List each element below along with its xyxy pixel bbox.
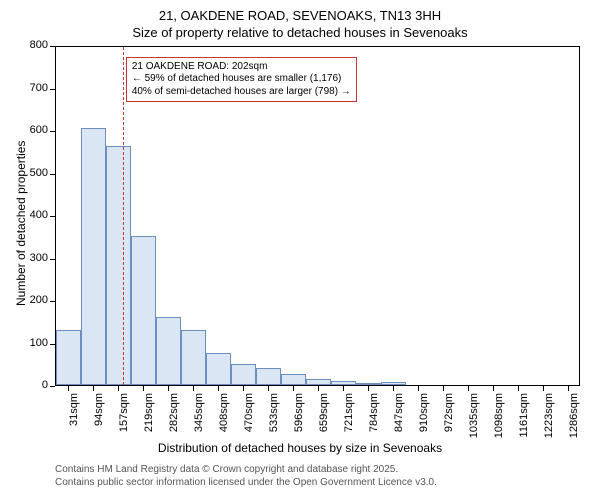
x-tick-mark: [568, 386, 569, 391]
y-tick-label: 600: [30, 124, 48, 136]
x-tick-label: 219sqm: [143, 393, 155, 443]
x-tick-label: 972sqm: [443, 393, 455, 443]
x-tick-label: 847sqm: [393, 393, 405, 443]
y-tick-mark: [50, 386, 55, 387]
y-tick-label: 0: [42, 379, 48, 391]
x-tick-mark: [393, 386, 394, 391]
histogram-bar: [231, 364, 256, 385]
chart-container: 21, OAKDENE ROAD, SEVENOAKS, TN13 3HH Si…: [0, 0, 600, 500]
x-tick-mark: [518, 386, 519, 391]
x-tick-mark: [418, 386, 419, 391]
y-tick-mark: [50, 131, 55, 132]
y-tick-mark: [50, 46, 55, 47]
x-tick-mark: [543, 386, 544, 391]
x-tick-mark: [493, 386, 494, 391]
x-tick-label: 910sqm: [418, 393, 430, 443]
chart-subtitle: Size of property relative to detached ho…: [0, 23, 600, 40]
y-axis-label: Number of detached properties: [14, 141, 28, 306]
histogram-bar: [56, 330, 81, 385]
histogram-bar: [381, 382, 406, 385]
histogram-bar: [256, 368, 281, 385]
x-tick-mark: [343, 386, 344, 391]
footer-line-1: Contains HM Land Registry data © Crown c…: [55, 463, 437, 476]
x-tick-mark: [293, 386, 294, 391]
histogram-bar: [81, 128, 106, 385]
x-tick-mark: [93, 386, 94, 391]
x-tick-mark: [218, 386, 219, 391]
annotation-box: 21 OAKDENE ROAD: 202sqm← 59% of detached…: [126, 57, 357, 103]
histogram-bar: [156, 317, 181, 385]
annotation-line: 40% of semi-detached houses are larger (…: [132, 86, 351, 99]
x-tick-label: 1161sqm: [518, 393, 530, 443]
x-tick-label: 1098sqm: [493, 393, 505, 443]
annotation-line: 21 OAKDENE ROAD: 202sqm: [132, 61, 351, 74]
x-tick-label: 1035sqm: [468, 393, 480, 443]
footer-line-2: Contains public sector information licen…: [55, 476, 437, 489]
x-tick-label: 470sqm: [243, 393, 255, 443]
x-tick-label: 721sqm: [343, 393, 355, 443]
x-tick-mark: [118, 386, 119, 391]
x-tick-mark: [143, 386, 144, 391]
x-tick-mark: [318, 386, 319, 391]
x-tick-label: 1286sqm: [568, 393, 580, 443]
x-tick-label: 31sqm: [68, 393, 80, 443]
y-tick-mark: [50, 174, 55, 175]
x-tick-mark: [468, 386, 469, 391]
histogram-bar: [331, 381, 356, 385]
y-tick-mark: [50, 301, 55, 302]
footer-attribution: Contains HM Land Registry data © Crown c…: [55, 463, 437, 489]
x-tick-label: 784sqm: [368, 393, 380, 443]
y-tick-label: 400: [30, 209, 48, 221]
x-tick-label: 408sqm: [218, 393, 230, 443]
x-tick-label: 345sqm: [193, 393, 205, 443]
y-tick-label: 500: [30, 167, 48, 179]
y-tick-mark: [50, 259, 55, 260]
x-tick-label: 659sqm: [318, 393, 330, 443]
histogram-bar: [356, 383, 381, 385]
x-tick-mark: [368, 386, 369, 391]
y-tick-label: 200: [30, 294, 48, 306]
x-tick-label: 533sqm: [268, 393, 280, 443]
histogram-bar: [281, 374, 306, 385]
x-tick-label: 596sqm: [293, 393, 305, 443]
histogram-bar: [106, 146, 131, 385]
chart-title: 21, OAKDENE ROAD, SEVENOAKS, TN13 3HH: [0, 0, 600, 23]
x-tick-mark: [443, 386, 444, 391]
y-tick-label: 800: [30, 39, 48, 51]
y-tick-label: 100: [30, 337, 48, 349]
y-tick-mark: [50, 344, 55, 345]
x-tick-label: 282sqm: [168, 393, 180, 443]
x-tick-mark: [193, 386, 194, 391]
plot-area: 21 OAKDENE ROAD: 202sqm← 59% of detached…: [55, 46, 580, 386]
histogram-bar: [306, 379, 331, 385]
y-tick-label: 300: [30, 252, 48, 264]
y-tick-label: 700: [30, 82, 48, 94]
x-tick-mark: [168, 386, 169, 391]
x-tick-mark: [68, 386, 69, 391]
x-tick-mark: [243, 386, 244, 391]
histogram-bar: [131, 236, 156, 385]
x-tick-label: 157sqm: [118, 393, 130, 443]
histogram-bar: [206, 353, 231, 385]
x-axis-label: Distribution of detached houses by size …: [0, 441, 600, 455]
x-tick-mark: [268, 386, 269, 391]
y-tick-mark: [50, 216, 55, 217]
histogram-bar: [181, 330, 206, 385]
annotation-line: ← 59% of detached houses are smaller (1,…: [132, 73, 351, 86]
y-tick-mark: [50, 89, 55, 90]
x-tick-label: 94sqm: [93, 393, 105, 443]
x-tick-label: 1223sqm: [543, 393, 555, 443]
reference-line: [123, 47, 124, 385]
